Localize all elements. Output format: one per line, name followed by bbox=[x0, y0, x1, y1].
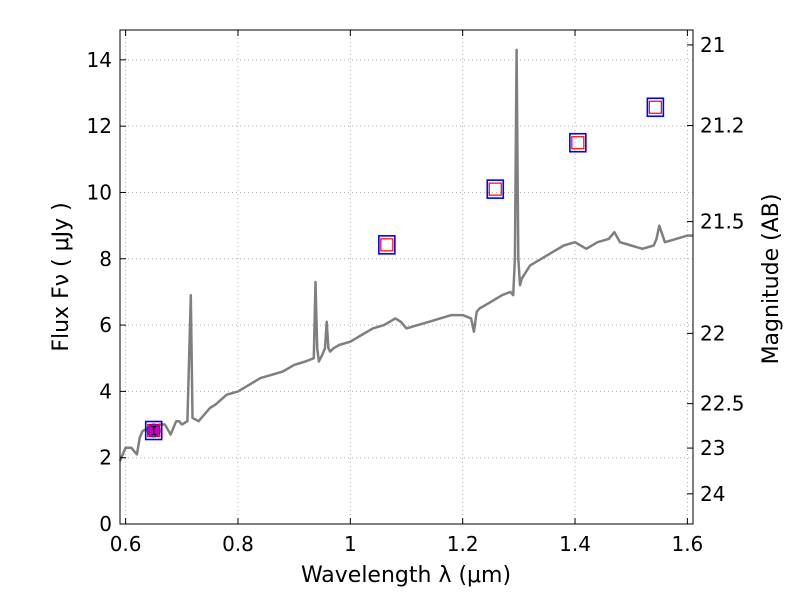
x-tick-label: 0.6 bbox=[110, 532, 142, 556]
series-layer bbox=[118, 48, 693, 462]
y2-tick-label: 24 bbox=[700, 482, 725, 506]
y-tick-label: 14 bbox=[87, 48, 112, 72]
photometry-square-outer bbox=[378, 235, 396, 255]
x-tick-label: 1.2 bbox=[447, 532, 479, 556]
spectrum-line bbox=[118, 48, 693, 462]
y-axis-label: Flux Fν ( μJy ) bbox=[49, 202, 74, 351]
photometry-square-inner bbox=[648, 100, 662, 114]
y2-tick-label: 23 bbox=[700, 436, 725, 460]
x-tick-label: 1.4 bbox=[559, 532, 591, 556]
y2-tick-label: 21.5 bbox=[700, 210, 745, 234]
y-axis: 0 2 4 6 8 10 12 14 bbox=[87, 48, 126, 536]
photometry-square-outer bbox=[569, 132, 587, 153]
x-axis-label: Wavelength λ (μm) bbox=[301, 563, 511, 588]
photometry-square-outer bbox=[144, 420, 163, 441]
x-tick-label: 1 bbox=[344, 532, 357, 556]
y2-axis-label: Magnitude (AB) bbox=[759, 194, 784, 365]
photometry-square-inner bbox=[380, 238, 394, 252]
photometry-square-outer bbox=[486, 179, 505, 199]
photometry-square-inner bbox=[488, 182, 502, 196]
y-tick-label: 12 bbox=[87, 114, 112, 138]
x-axis: 0.6 0.8 1 1.2 1.4 1.6 bbox=[110, 30, 703, 556]
y2-tick-label: 22 bbox=[700, 321, 725, 345]
y-tick-label: 10 bbox=[87, 180, 112, 204]
y-tick-label: 2 bbox=[99, 446, 112, 470]
photometry-points bbox=[144, 97, 665, 441]
y2-tick-label: 21 bbox=[700, 33, 725, 57]
grid bbox=[120, 30, 693, 524]
photometry-square-outer bbox=[646, 97, 665, 118]
x-tick-label: 0.8 bbox=[222, 532, 254, 556]
y-tick-label: 0 bbox=[99, 512, 112, 536]
x-tick-label: 1.6 bbox=[671, 532, 703, 556]
y-tick-label: 8 bbox=[99, 247, 112, 271]
y-tick-label: 6 bbox=[99, 313, 112, 337]
plot-frame bbox=[119, 29, 694, 525]
y2-tick-label: 22.5 bbox=[700, 392, 745, 416]
y-tick-label: 4 bbox=[99, 379, 112, 403]
y2-axis: 21 21.2 21.5 22 22.5 23 24 bbox=[687, 33, 745, 506]
y2-tick-label: 21.2 bbox=[700, 113, 745, 137]
photometry-square-inner bbox=[571, 136, 585, 150]
